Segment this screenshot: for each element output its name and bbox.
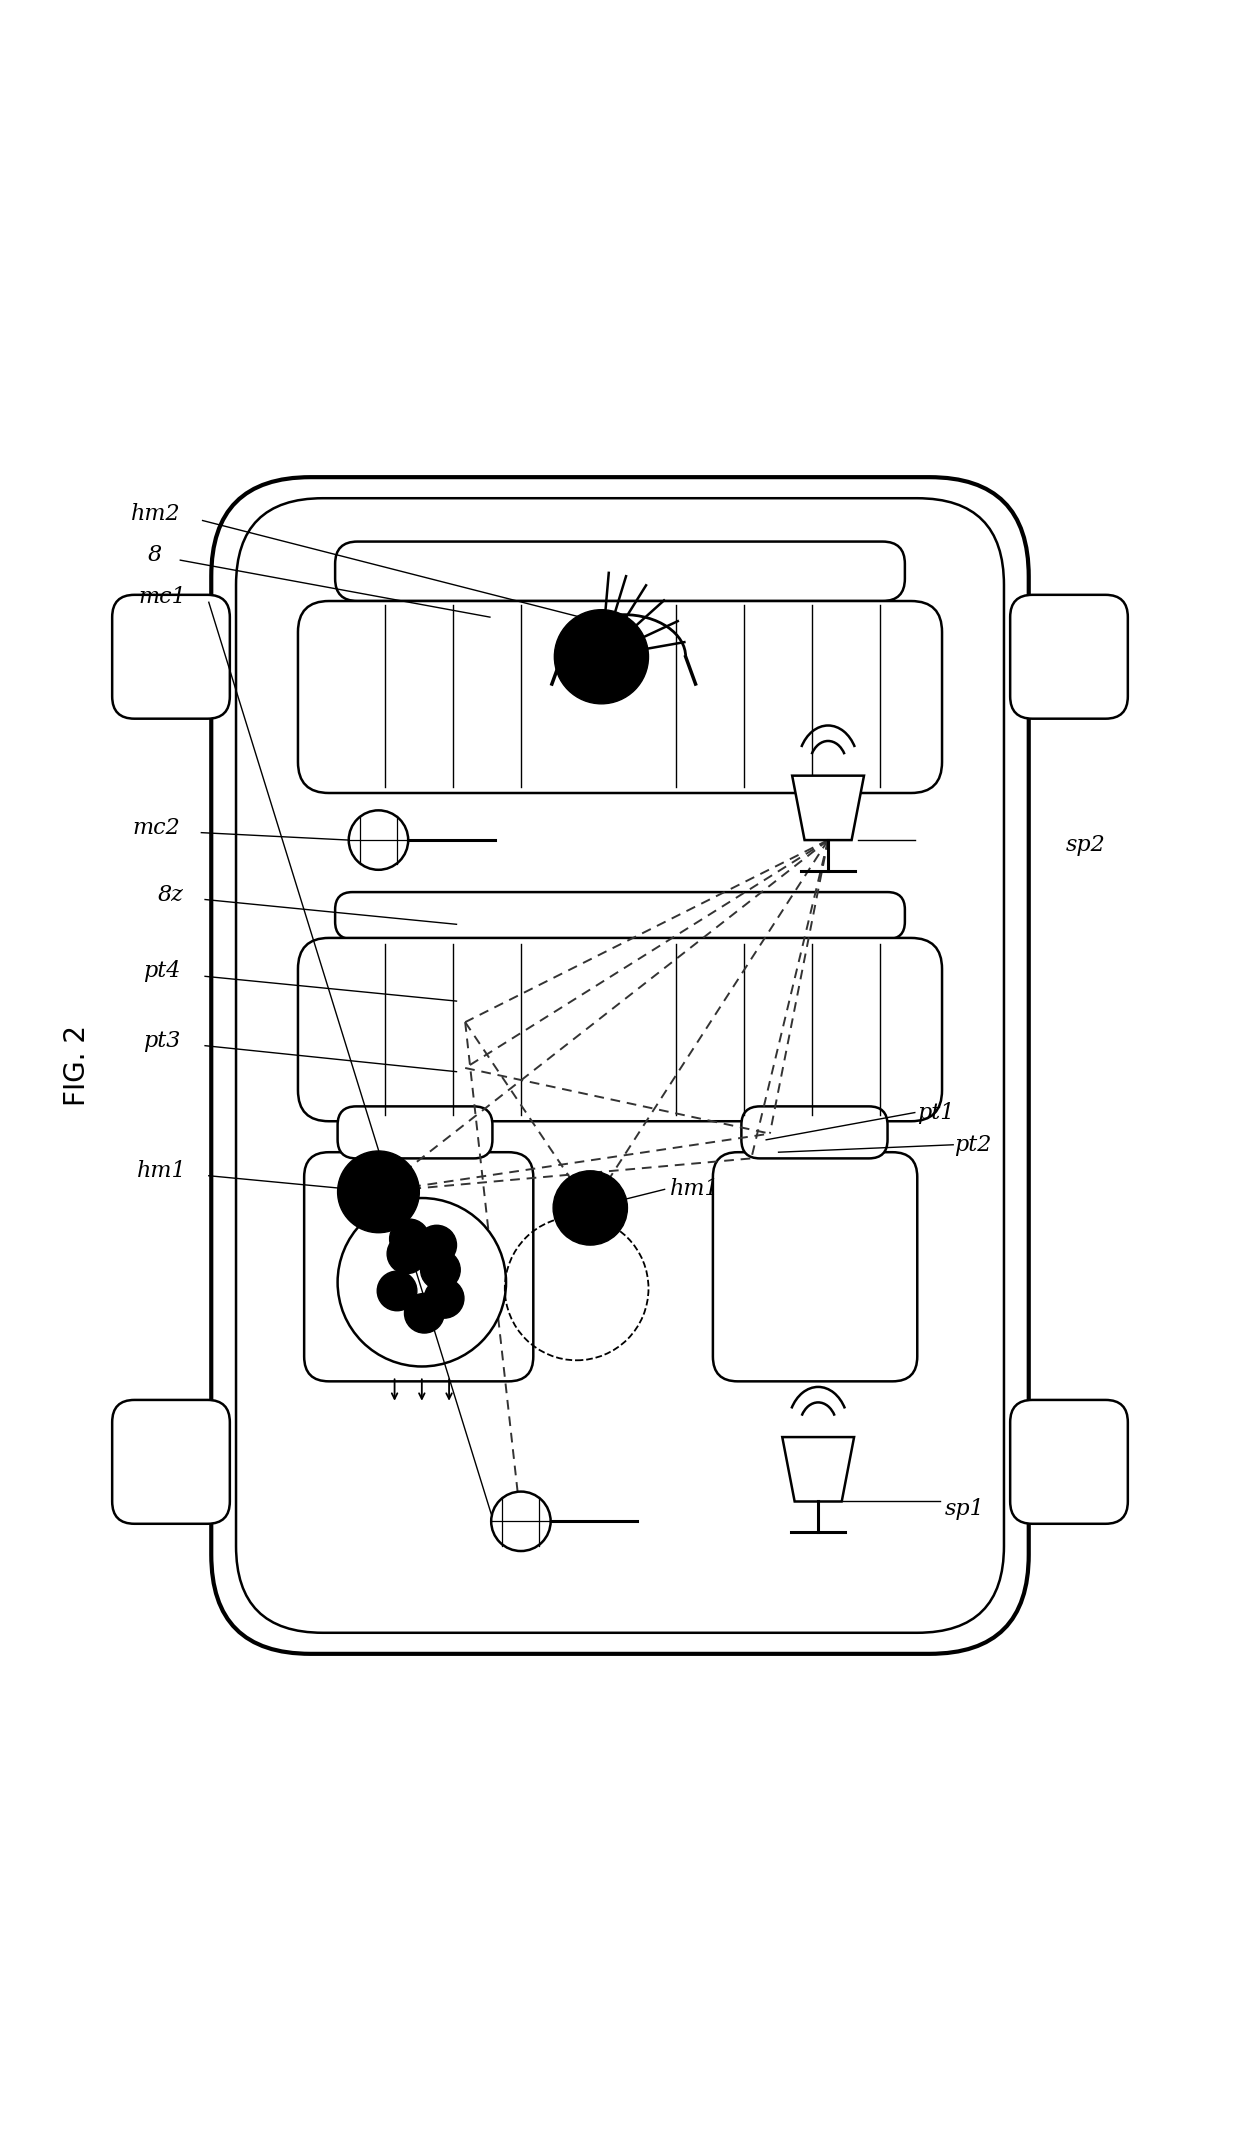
Text: FIG. 2: FIG. 2 [63,1025,92,1106]
Text: mc1: mc1 [139,586,186,607]
Circle shape [554,609,649,703]
Circle shape [420,1251,460,1289]
Circle shape [389,1219,429,1259]
Text: pt2: pt2 [955,1134,992,1155]
FancyBboxPatch shape [337,1106,492,1159]
FancyBboxPatch shape [335,541,905,601]
Circle shape [337,1198,506,1366]
FancyBboxPatch shape [742,1106,888,1159]
Text: 8z: 8z [159,884,184,906]
Circle shape [424,1279,464,1319]
Circle shape [491,1492,551,1551]
Circle shape [348,810,408,869]
FancyBboxPatch shape [298,601,942,793]
Text: mc2: mc2 [133,816,180,840]
Circle shape [387,1234,427,1274]
FancyBboxPatch shape [713,1153,918,1381]
FancyBboxPatch shape [112,595,229,718]
Text: sp2: sp2 [1066,833,1106,857]
Text: pt3: pt3 [143,1029,180,1053]
Text: hm2: hm2 [130,503,180,526]
Text: 8: 8 [148,543,161,567]
FancyBboxPatch shape [112,1400,229,1524]
Polygon shape [782,1436,854,1502]
Circle shape [337,1151,419,1232]
FancyBboxPatch shape [211,477,1029,1654]
FancyBboxPatch shape [1011,1400,1128,1524]
Circle shape [417,1225,456,1266]
Text: pt4: pt4 [143,961,180,982]
Text: pt1: pt1 [918,1102,955,1123]
Circle shape [404,1294,444,1334]
FancyBboxPatch shape [298,938,942,1121]
FancyBboxPatch shape [1011,595,1128,718]
Circle shape [553,1170,627,1245]
Text: hm1: hm1 [136,1159,186,1183]
FancyBboxPatch shape [335,893,905,940]
Circle shape [377,1270,417,1311]
Text: hm1: hm1 [670,1178,719,1200]
FancyBboxPatch shape [236,499,1004,1632]
Text: sp1: sp1 [945,1498,985,1519]
Polygon shape [792,776,864,840]
FancyBboxPatch shape [304,1153,533,1381]
